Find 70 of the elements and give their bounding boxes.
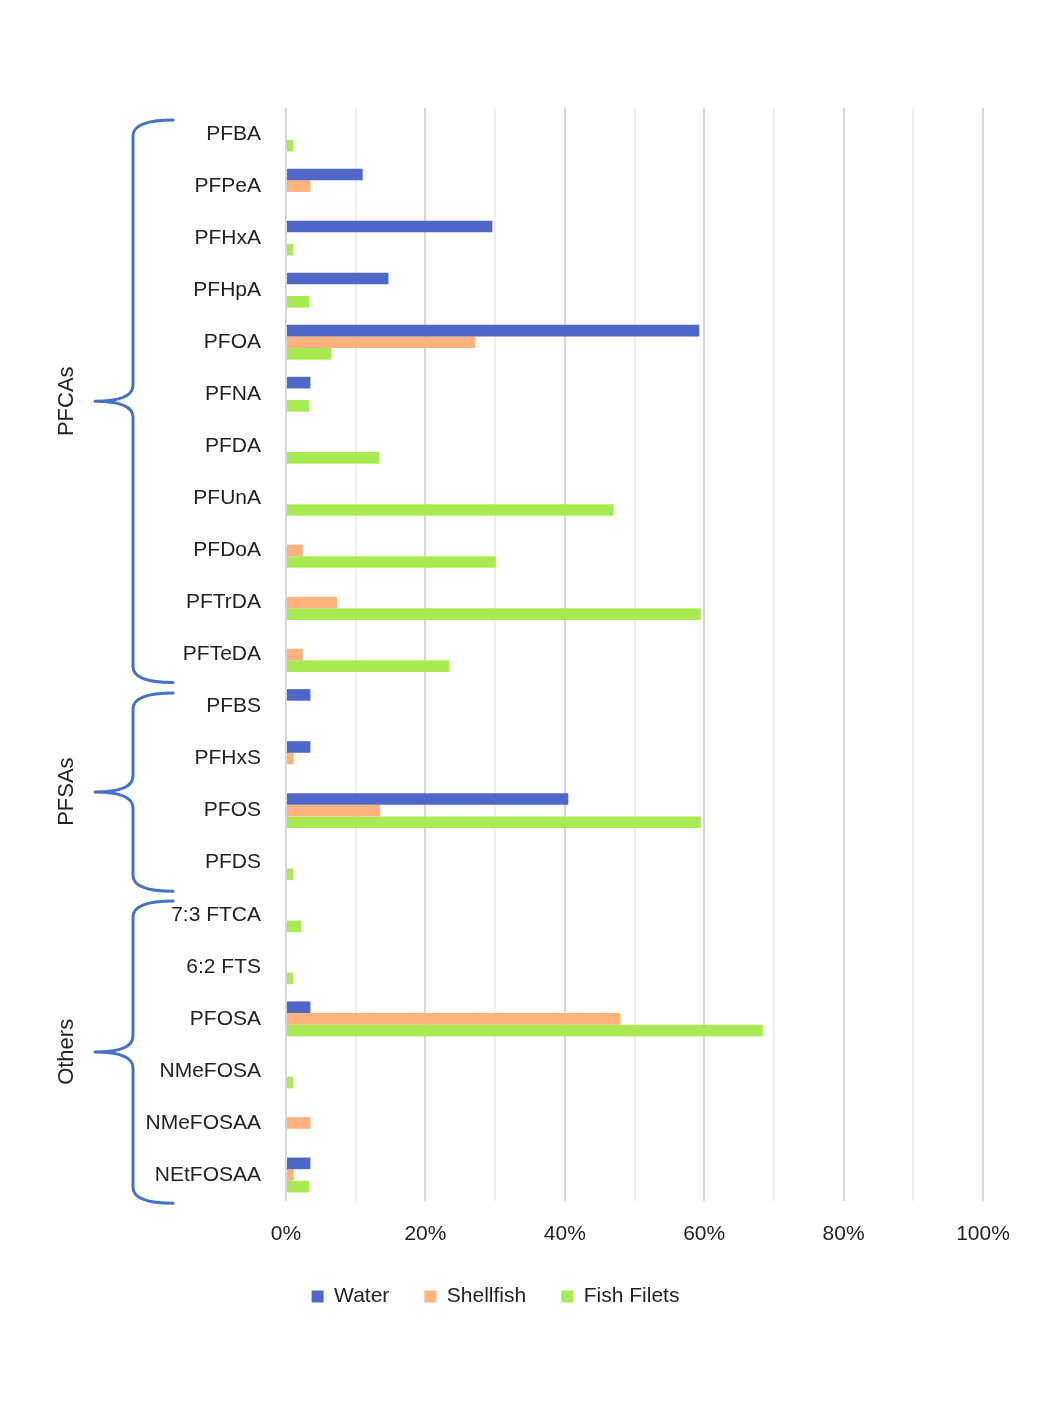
y-tick-label: 7:3 FTCA — [171, 901, 261, 925]
bar — [287, 793, 569, 805]
bar — [287, 376, 311, 389]
y-tick-label: PFHpA — [193, 276, 261, 300]
x-tick-label: 80% — [822, 1221, 865, 1245]
bar — [287, 1076, 293, 1089]
bar — [287, 180, 311, 192]
bar — [287, 972, 293, 985]
bar — [287, 648, 303, 661]
bar — [287, 689, 311, 701]
y-tick-label: PFOA — [203, 329, 261, 353]
bar — [287, 348, 332, 360]
y-tick-label: PFBA — [206, 120, 261, 144]
y-tick-label: PFPeA — [194, 172, 261, 196]
bar — [287, 1024, 763, 1037]
bar — [287, 220, 493, 233]
bar — [287, 544, 303, 557]
bar — [287, 1157, 311, 1170]
x-tick-label: 40% — [543, 1221, 586, 1245]
bar — [287, 452, 380, 464]
x-tick-label: 20% — [404, 1221, 447, 1245]
y-tick-label: PFHxS — [194, 745, 261, 769]
bar — [287, 752, 294, 765]
bar — [287, 1013, 621, 1025]
legend-label: Water — [334, 1283, 390, 1307]
bar — [287, 868, 293, 881]
bar — [287, 556, 496, 568]
bar — [287, 804, 381, 817]
bar — [287, 504, 614, 516]
bar — [287, 741, 311, 753]
y-tick-label: NMeFOSAA — [145, 1109, 261, 1133]
x-tick-label: 100% — [956, 1221, 1010, 1245]
bar — [287, 920, 302, 933]
y-tick-label: PFTeDA — [182, 641, 261, 665]
y-tick-label: PFDoA — [193, 537, 261, 561]
y-tick-label: PFBS — [206, 693, 261, 717]
x-tick-label: 60% — [683, 1221, 726, 1245]
bar — [287, 1169, 294, 1181]
bar — [287, 660, 450, 672]
bar — [287, 139, 293, 152]
legend-label: Fish Filets — [583, 1283, 680, 1307]
bar — [287, 400, 309, 412]
bar — [287, 168, 363, 181]
bar — [287, 295, 309, 308]
bar — [287, 272, 389, 285]
bar — [287, 1001, 311, 1014]
bar — [287, 1117, 311, 1129]
y-tick-label: PFNA — [204, 381, 261, 405]
bar — [287, 1180, 309, 1193]
y-tick-label: PFDA — [204, 433, 261, 457]
bar — [287, 243, 293, 256]
legend-label: Shellfish — [446, 1283, 527, 1307]
text: Others — [53, 1018, 79, 1085]
y-tick-label: PFUnA — [193, 485, 261, 509]
text: PFCAs — [53, 366, 79, 437]
y-tick-label: PFDS — [204, 849, 261, 873]
bar — [287, 324, 700, 337]
y-tick-label: 6:2 FTS — [186, 953, 261, 977]
bar — [287, 336, 475, 349]
bar — [287, 816, 701, 829]
bar — [287, 596, 337, 609]
y-tick-label: NEtFOSAA — [154, 1161, 261, 1185]
text: PFSAs — [53, 757, 79, 826]
x-tick-label: 0% — [270, 1221, 302, 1245]
y-tick-label: NMeFOSA — [159, 1057, 261, 1081]
y-tick-label: PFOS — [203, 797, 261, 821]
y-tick-label: PFOSA — [189, 1005, 261, 1029]
y-tick-label: PFTrDA — [185, 589, 261, 613]
bar — [287, 608, 701, 620]
y-tick-label: PFHxA — [194, 224, 261, 248]
